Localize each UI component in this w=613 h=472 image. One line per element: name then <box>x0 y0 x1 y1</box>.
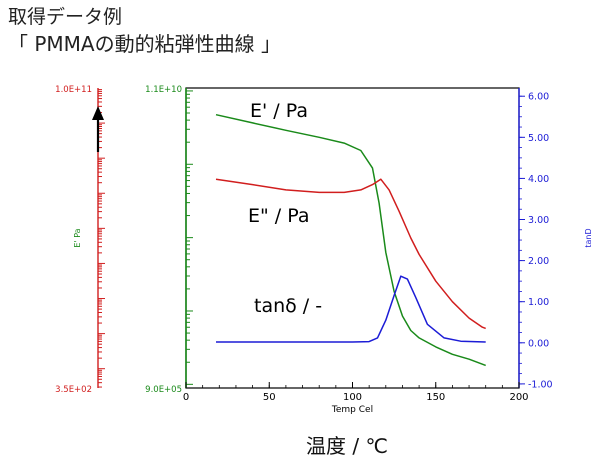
right-axis-tick-label: 6.00 <box>528 92 549 103</box>
x-axis-caption: 温度 / ℃ <box>306 434 388 458</box>
right-axis-tick-label: -1.00 <box>528 379 553 390</box>
right-axis-tick-label: 4.00 <box>528 174 549 185</box>
x-axis-tick-label: 150 <box>426 392 445 403</box>
plot-frame <box>185 87 520 389</box>
right-axis-tick-label: 5.00 <box>528 133 549 144</box>
inner-axis-top-label: 1.1E+10 <box>145 85 182 95</box>
outer-axis-label: E' Pa <box>73 228 82 247</box>
x-axis-tick-label: 50 <box>263 392 276 403</box>
x-axis-tick-label: 100 <box>343 392 362 403</box>
outer-axis-bottom-label: 3.5E+02 <box>55 385 92 395</box>
series-line-0 <box>215 113 486 367</box>
outer-axis-top-label: 1.0E+11 <box>55 85 92 95</box>
series-line-2 <box>216 275 486 343</box>
right-axis-label: tanD <box>584 228 593 247</box>
right-axis-tick-label: 2.00 <box>528 256 549 267</box>
x-axis-tick-label: 0 <box>183 392 189 403</box>
series-line-1 <box>215 178 486 330</box>
x-axis-label: Temp Cel <box>331 405 373 415</box>
right-axis-tick-label: 1.00 <box>528 297 549 308</box>
x-axis-tick-label: 200 <box>509 392 528 403</box>
page-title: 取得データ例 <box>8 6 123 28</box>
series-label-tan-delta: tanδ / - <box>254 295 322 317</box>
inner-axis-bottom-label: 9.0E+05 <box>145 385 182 395</box>
page-subtitle: 「 PMMAの動的粘弾性曲線 」 <box>8 32 281 56</box>
axis-arrow-head <box>92 106 104 120</box>
series-label-loss-modulus: E" / Pa <box>248 205 309 227</box>
right-axis-tick-label: 0.00 <box>528 338 549 349</box>
right-axis-tick-label: 3.00 <box>528 215 549 226</box>
series-label-storage-modulus: E' / Pa <box>250 100 308 122</box>
